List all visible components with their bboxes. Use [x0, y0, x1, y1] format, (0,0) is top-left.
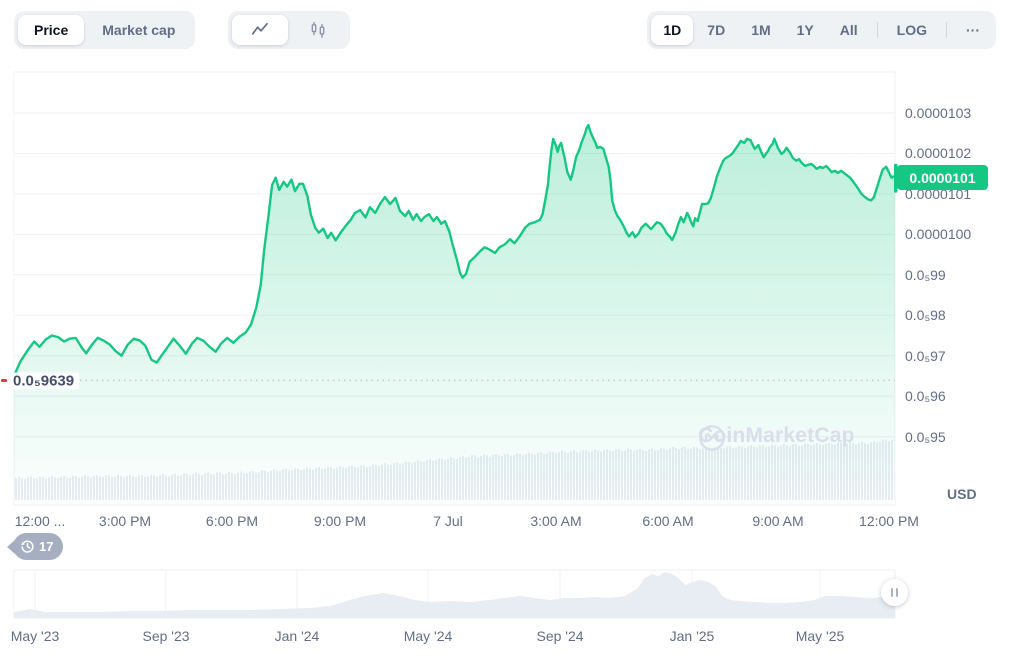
current-price-badge: 0.0000101	[897, 165, 988, 190]
range-option-7d[interactable]: 7D	[695, 15, 737, 45]
replay-count: 17	[39, 539, 54, 554]
minimap[interactable]	[13, 569, 896, 619]
y-axis-label: 0.0000102	[905, 145, 972, 162]
y-axis-label: 0.0₅99	[905, 266, 946, 283]
minimap-axis-label: May '25	[795, 628, 845, 644]
minimap-axis-label: Sep '24	[536, 628, 584, 644]
y-axis-label: 0.0₅96	[905, 388, 946, 405]
range-option-1y[interactable]: 1Y	[785, 15, 826, 45]
range-toggle: 1D 7D 1M 1Y All LOG ···	[647, 11, 996, 49]
replay-badge[interactable]: 17	[13, 533, 64, 560]
price-area-fill	[14, 125, 895, 500]
y-axis-label: 0.0₅97	[905, 347, 946, 364]
x-axis-label: 6:00 PM	[205, 513, 259, 529]
metric-option-price[interactable]: Price	[18, 15, 85, 45]
y-axis-label: 0.0000100	[905, 226, 972, 243]
prev-close-tick	[1, 379, 7, 382]
chart-type-toggle	[228, 11, 350, 49]
minimap-axis-label: Jan '25	[669, 628, 715, 644]
line-chart-button[interactable]	[232, 15, 288, 45]
x-axis-label: 9:00 AM	[752, 513, 804, 529]
line-chart-icon	[251, 22, 268, 35]
x-axis-label: 9:00 PM	[313, 513, 367, 529]
divider	[876, 22, 878, 38]
range-option-1d[interactable]: 1D	[651, 15, 694, 45]
x-axis-label: 3:00 AM	[530, 513, 582, 529]
candlestick-icon	[311, 21, 325, 38]
history-clock-icon	[21, 540, 34, 553]
more-options-button[interactable]: ···	[954, 15, 992, 45]
range-options: 1D 7D 1M 1Y All	[651, 15, 869, 45]
metric-option-market-cap[interactable]: Market cap	[86, 15, 191, 45]
price-line	[12, 123, 897, 378]
minimap-axis-label: Jan '24	[274, 628, 320, 644]
y-axis-label: 0.0₅98	[905, 307, 946, 324]
coinmarketcap-logo-icon	[699, 425, 725, 451]
watermark: CoinMarketCap	[698, 424, 855, 451]
live-price-tick	[894, 163, 898, 193]
minimap-axis-label: Sep '23	[142, 628, 190, 644]
minimap-axis-label: May '24	[403, 628, 453, 644]
watermark-text: CoinMarketCap	[698, 424, 855, 447]
range-option-1m[interactable]: 1M	[739, 15, 782, 45]
minimap-resize-handle[interactable]	[881, 579, 908, 606]
x-axis-label: 12:00 PM	[859, 513, 919, 529]
x-axis-label: 7 Jul	[433, 513, 463, 529]
x-axis-label: 12:00 ...	[14, 513, 66, 529]
currency-unit-label: USD	[947, 486, 977, 502]
x-axis-label: 6:00 AM	[642, 513, 694, 529]
y-axis-label: 0.0000103	[905, 105, 972, 121]
minimap-area	[14, 572, 895, 618]
metric-toggle: Price Market cap	[14, 11, 196, 49]
candlestick-button[interactable]	[290, 15, 346, 45]
minimap-axis-label: May '23	[10, 628, 60, 644]
x-axis-label: 3:00 PM	[98, 513, 152, 529]
y-axis-label: 0.0₅95	[905, 428, 946, 445]
prev-close-label: 0.0₅9639	[8, 372, 80, 390]
log-scale-button[interactable]: LOG	[885, 15, 939, 45]
divider	[946, 22, 947, 38]
range-option-all[interactable]: All	[828, 15, 870, 45]
